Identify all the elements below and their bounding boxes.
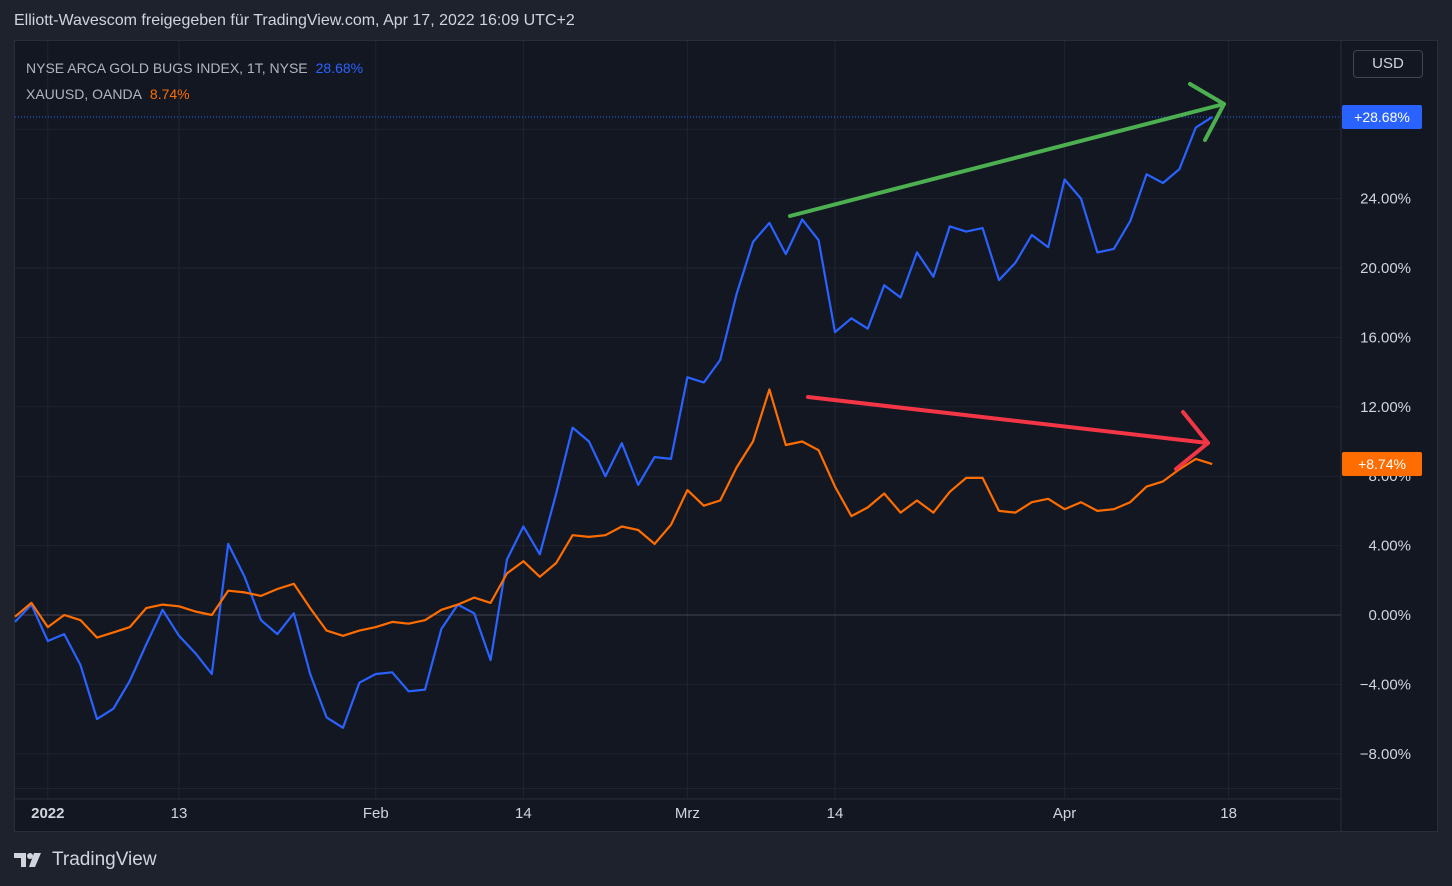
x-tick-label: Mrz [675,805,700,822]
y-tick-label: 24.00% [1360,191,1411,208]
y-tick-label: 0.00% [1368,607,1411,624]
last-value-label: +28.68% [1354,109,1410,125]
x-tick-label: 14 [515,805,532,822]
series-layer [14,116,1213,729]
xauusd-line[interactable] [14,388,1213,639]
x-tick-label: 18 [1220,805,1237,822]
x-tick-label: 14 [827,805,844,822]
legend-value: 8.74% [149,86,190,102]
chart-title: Elliott-Wavescom freigegeben für Trading… [14,12,575,29]
y-tick-label: 4.00% [1368,538,1411,555]
x-tick-label: Apr [1053,805,1076,822]
red-trend-arrow [806,395,1210,471]
gold-bugs-line[interactable] [14,116,1213,729]
y-axis-labels: −8.00%−4.00%0.00%4.00%8.00%12.00%16.00%2… [1360,191,1411,763]
x-tick-label: 13 [171,805,188,822]
legend-value: 28.68% [315,60,364,76]
last-value-label: +8.74% [1358,456,1406,472]
last-value-badge [1342,452,1422,477]
annotation-layer [788,82,1226,471]
legend-label: XAUUSD, OANDA [26,86,142,102]
tradingview-logo-icon [14,853,41,867]
footer-brand[interactable]: TradingView [14,846,157,874]
legend-item-xauusd[interactable]: XAUUSD, OANDA 8.74% [26,81,363,107]
y-tick-label: −4.00% [1360,676,1411,693]
y-tick-label: 12.00% [1360,399,1411,416]
last-value-badges: +28.68% +8.74% [1342,105,1422,477]
brand-name: TradingView [52,849,157,870]
legend-item-gold-bugs[interactable]: NYSE ARCA GOLD BUGS INDEX, 1T, NYSE 28.68… [26,55,363,81]
last-value-badge [1342,105,1422,130]
green-trend-arrow [788,82,1226,218]
x-axis-labels: 2022 13 Feb 14 Mrz 14 Apr 18 [31,805,1237,822]
y-tick-label: 16.00% [1360,329,1411,346]
y-tick-label: −8.00% [1360,746,1411,763]
grid [15,41,1341,799]
currency-button[interactable]: USD [1353,50,1423,78]
legend-label: NYSE ARCA GOLD BUGS INDEX, 1T, NYSE [26,60,308,76]
y-tick-label: 20.00% [1360,260,1411,277]
x-tick-label: Feb [363,805,389,822]
legend: NYSE ARCA GOLD BUGS INDEX, 1T, NYSE 28.68… [26,55,363,107]
x-tick-label: 2022 [31,805,64,822]
